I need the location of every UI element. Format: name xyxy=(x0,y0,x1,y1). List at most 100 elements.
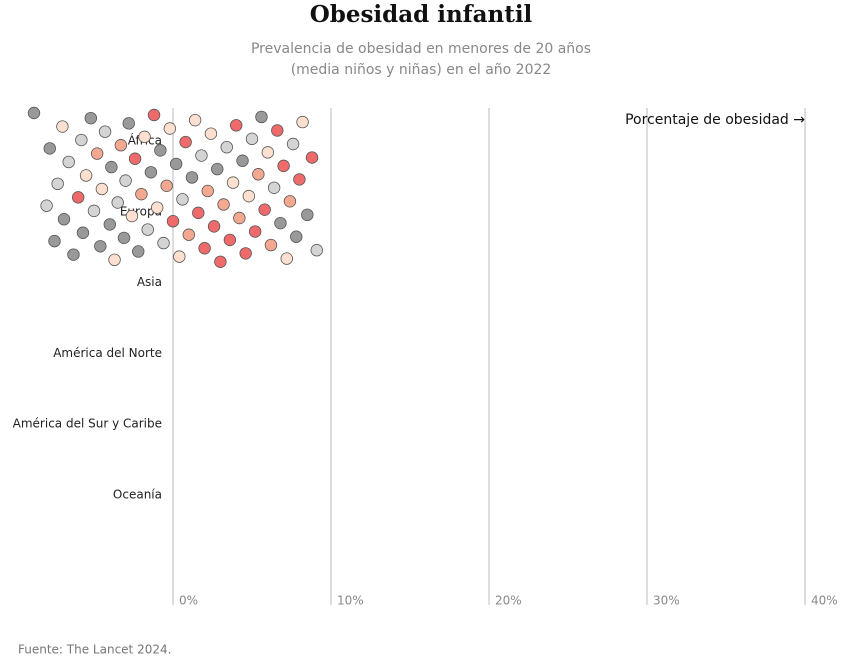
x-tick-label: 10% xyxy=(337,594,364,608)
dot xyxy=(40,199,53,212)
dot xyxy=(94,240,107,253)
dot xyxy=(267,181,281,194)
dot xyxy=(90,147,104,160)
dot xyxy=(301,208,314,222)
source: Fuente: The Lancet 2024. xyxy=(18,643,171,657)
dot xyxy=(255,110,268,124)
dot xyxy=(147,108,161,122)
dot xyxy=(274,216,287,230)
x-axis-label: Porcentaje de obesidad → xyxy=(625,112,805,128)
dot xyxy=(296,115,309,129)
dot xyxy=(51,177,64,191)
dot xyxy=(138,130,151,144)
dot xyxy=(179,135,192,149)
x-tick-label: 0% xyxy=(179,594,198,608)
chart-title: Obesidad infantil xyxy=(310,1,533,28)
dot xyxy=(71,191,85,204)
dot xyxy=(188,113,202,127)
dot xyxy=(119,174,132,187)
dot xyxy=(264,238,278,252)
dot xyxy=(286,137,300,151)
category-label: América del Norte xyxy=(53,346,162,360)
category-label: Asia xyxy=(137,275,162,289)
dot xyxy=(27,106,41,120)
category-label: Oceanía xyxy=(113,488,162,502)
dot xyxy=(150,201,164,214)
dot xyxy=(79,169,93,182)
dot xyxy=(111,196,124,209)
dot xyxy=(173,250,186,263)
dot xyxy=(122,117,135,130)
dot xyxy=(207,220,221,233)
dot xyxy=(98,125,112,138)
dot xyxy=(182,228,196,241)
dot xyxy=(43,142,56,155)
dot xyxy=(114,139,128,152)
dot xyxy=(75,133,88,147)
categories: ÁfricaEuropaAsiaAmérica del NorteAmérica… xyxy=(13,133,162,502)
dot xyxy=(48,234,61,248)
dot xyxy=(258,203,271,216)
dot xyxy=(293,173,306,186)
dot xyxy=(233,211,246,225)
dot xyxy=(261,146,275,159)
dot xyxy=(280,252,293,265)
x-tick-label: 30% xyxy=(653,594,680,608)
dot xyxy=(57,213,71,226)
dot xyxy=(125,209,139,223)
dot xyxy=(220,140,233,154)
dot xyxy=(166,215,180,228)
category-label: América del Sur y Caribe xyxy=(13,417,162,431)
dot xyxy=(185,171,199,184)
dot xyxy=(229,119,243,132)
dot xyxy=(84,111,98,125)
dot xyxy=(144,166,158,179)
dot xyxy=(239,247,252,260)
dot xyxy=(132,245,145,258)
dot xyxy=(310,244,323,257)
dot xyxy=(211,162,224,176)
dot xyxy=(56,120,69,133)
dot xyxy=(176,193,189,206)
dot xyxy=(163,122,177,135)
dot xyxy=(204,127,218,140)
dot xyxy=(277,159,290,173)
dot xyxy=(290,230,303,243)
dot xyxy=(141,223,154,236)
grid: 0% 10% 20% 30% 40% xyxy=(172,108,838,608)
dot xyxy=(245,132,259,146)
dots xyxy=(27,106,323,268)
dot xyxy=(252,168,265,181)
dot xyxy=(67,248,80,261)
dot xyxy=(223,233,237,247)
dot xyxy=(271,124,284,137)
dot xyxy=(62,155,75,169)
dot xyxy=(305,151,319,164)
dot xyxy=(283,195,297,208)
x-tick-label: 20% xyxy=(495,594,522,608)
dot xyxy=(95,182,109,196)
dot xyxy=(226,176,240,189)
dot xyxy=(105,160,118,174)
dot xyxy=(236,154,249,167)
dot xyxy=(214,255,227,268)
dot xyxy=(87,204,101,218)
dot xyxy=(217,198,230,211)
dot xyxy=(248,225,262,238)
x-tick-label: 40% xyxy=(811,594,838,608)
dot xyxy=(135,187,148,201)
dot xyxy=(154,144,167,157)
dot xyxy=(128,152,142,165)
dot xyxy=(103,218,117,231)
chart-subtitle: Prevalencia de obesidad en menores de 20… xyxy=(251,41,591,57)
dot xyxy=(160,179,173,192)
chart-subtitle: (media niños y niñas) en el año 2022 xyxy=(291,62,552,78)
dot xyxy=(198,242,211,255)
dot xyxy=(242,189,256,203)
dot xyxy=(108,253,121,267)
dot xyxy=(76,226,90,239)
dot xyxy=(201,184,214,198)
dot xyxy=(169,157,183,171)
dot xyxy=(195,149,208,162)
